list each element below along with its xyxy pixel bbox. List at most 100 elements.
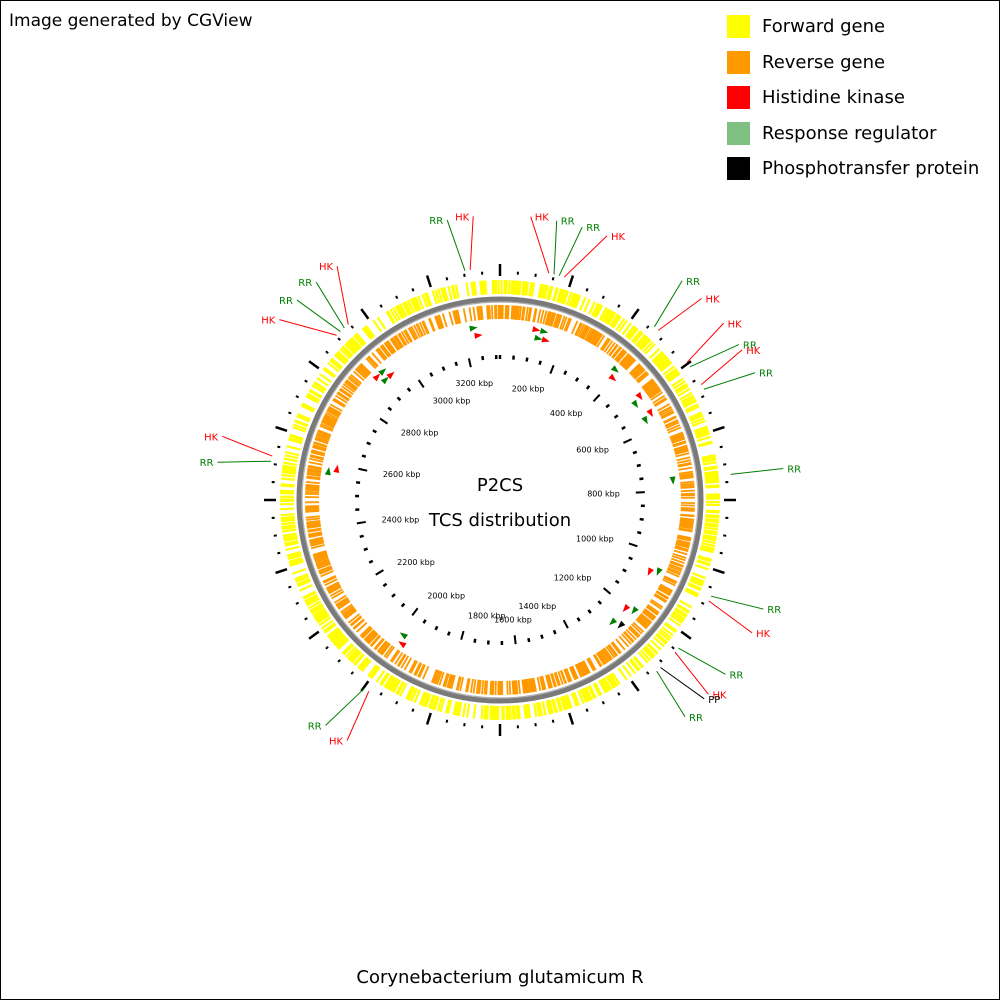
reverse-gene-mark xyxy=(421,320,429,335)
reverse-gene-mark xyxy=(314,554,328,561)
reverse-gene-mark xyxy=(615,349,626,362)
forward-gene-mark xyxy=(362,326,374,340)
callout-line xyxy=(336,266,349,325)
reverse-gene-mark xyxy=(559,315,566,330)
reverse-gene-mark xyxy=(350,616,363,627)
reverse-gene-mark xyxy=(316,433,330,440)
forward-gene-mark xyxy=(513,705,517,720)
forward-gene-mark xyxy=(283,534,298,540)
reverse-gene-mark xyxy=(631,366,644,378)
reverse-gene-mark xyxy=(670,557,685,565)
outer-tick xyxy=(659,337,663,341)
forward-gene-mark xyxy=(447,285,453,301)
callout-line xyxy=(653,280,683,328)
reverse-gene-mark xyxy=(643,608,656,619)
reverse-gene-mark xyxy=(655,590,669,599)
forward-gene-mark xyxy=(294,573,309,581)
reverse-gene-mark xyxy=(317,430,331,438)
reverse-gene-mark xyxy=(671,555,686,562)
forward-gene-mark xyxy=(605,310,615,324)
reverse-gene-mark xyxy=(641,610,654,622)
reverse-gene-mark xyxy=(442,672,449,687)
reverse-gene-mark xyxy=(490,305,494,320)
reverse-gene-mark xyxy=(680,514,695,518)
forward-gene-mark xyxy=(588,684,597,699)
reverse-gene-mark xyxy=(565,668,573,682)
forward-gene-mark xyxy=(316,614,330,624)
response-regulator-marker xyxy=(610,365,619,373)
reverse-gene-mark xyxy=(520,306,525,321)
forward-gene-mark xyxy=(322,368,336,379)
forward-gene-mark xyxy=(399,683,408,697)
reverse-gene-mark xyxy=(601,338,611,352)
outer-tick xyxy=(325,350,329,354)
legend-item-reverse-gene: Reverse gene xyxy=(727,45,979,81)
feature-label: RR xyxy=(200,458,214,469)
legend-swatch xyxy=(727,15,750,39)
reverse-gene-mark xyxy=(381,344,392,357)
reverse-gene-mark xyxy=(636,617,649,629)
ruler-tick xyxy=(406,387,412,393)
reverse-gene-mark xyxy=(646,384,659,395)
reverse-gene-mark xyxy=(673,549,688,556)
reverse-gene-mark xyxy=(310,454,325,460)
reverse-gene-mark xyxy=(314,555,329,562)
reverse-gene-mark xyxy=(637,616,650,628)
forward-gene-mark xyxy=(424,693,432,708)
outer-tick xyxy=(708,411,712,415)
ruler-label: 1800 kbp xyxy=(468,612,506,621)
reverse-gene-mark xyxy=(307,464,322,470)
reverse-gene-mark xyxy=(416,323,424,337)
reverse-gene-mark xyxy=(639,613,652,625)
reverse-gene-mark xyxy=(663,575,678,583)
response-regulator-marker xyxy=(324,466,331,476)
reverse-gene-mark xyxy=(305,510,320,513)
ruler-tick xyxy=(605,403,611,409)
reverse-gene-mark xyxy=(305,507,320,511)
forward-gene-mark xyxy=(594,304,604,319)
reverse-gene-mark xyxy=(568,666,576,681)
forward-gene-mark xyxy=(286,550,301,557)
forward-gene-mark xyxy=(637,651,649,664)
reverse-gene-mark xyxy=(327,408,341,417)
reverse-gene-mark xyxy=(637,372,650,384)
reverse-gene-mark xyxy=(361,627,373,639)
forward-gene-mark xyxy=(701,542,716,548)
feature-label: HK xyxy=(728,319,743,330)
forward-gene-mark xyxy=(292,567,307,575)
forward-gene-mark xyxy=(606,675,616,689)
ruler-label: 800 kbp xyxy=(587,490,620,499)
forward-gene-mark xyxy=(283,457,298,463)
forward-gene-mark xyxy=(345,646,357,658)
forward-gene-mark xyxy=(431,290,438,305)
forward-gene-mark xyxy=(548,699,554,714)
reverse-gene-mark xyxy=(580,325,588,339)
forward-gene-mark xyxy=(281,524,296,529)
reverse-gene-mark xyxy=(385,340,396,354)
forward-gene-mark xyxy=(671,612,685,623)
reverse-gene-mark xyxy=(624,358,636,370)
reverse-gene-mark xyxy=(657,587,671,597)
reverse-gene-mark xyxy=(597,651,607,665)
ruler-tick xyxy=(613,414,619,419)
reverse-gene-mark xyxy=(307,465,322,471)
forward-gene-mark xyxy=(603,309,613,324)
forward-gene-mark xyxy=(451,284,458,299)
feature-label: RR xyxy=(308,721,322,732)
forward-gene-mark xyxy=(399,303,408,317)
reverse-gene-mark xyxy=(345,379,358,390)
callout-line xyxy=(656,670,686,718)
forward-gene-mark xyxy=(691,419,706,427)
forward-gene-mark xyxy=(330,357,344,369)
reverse-gene-mark xyxy=(427,318,435,332)
reverse-gene-mark xyxy=(675,452,690,458)
reverse-gene-mark xyxy=(679,522,694,526)
ruler-tick xyxy=(363,547,369,552)
reverse-gene-mark xyxy=(318,566,333,574)
reverse-gene-mark xyxy=(671,436,685,443)
reverse-gene-mark xyxy=(403,329,412,343)
reverse-gene-mark xyxy=(374,638,385,651)
kbp-ruler: 200 kbp 400 kbp 600 kbp 800 kbp 1000 kbp 1200… xyxy=(355,355,645,646)
reverse-gene-mark xyxy=(342,383,356,393)
forward-gene-mark xyxy=(472,704,477,719)
